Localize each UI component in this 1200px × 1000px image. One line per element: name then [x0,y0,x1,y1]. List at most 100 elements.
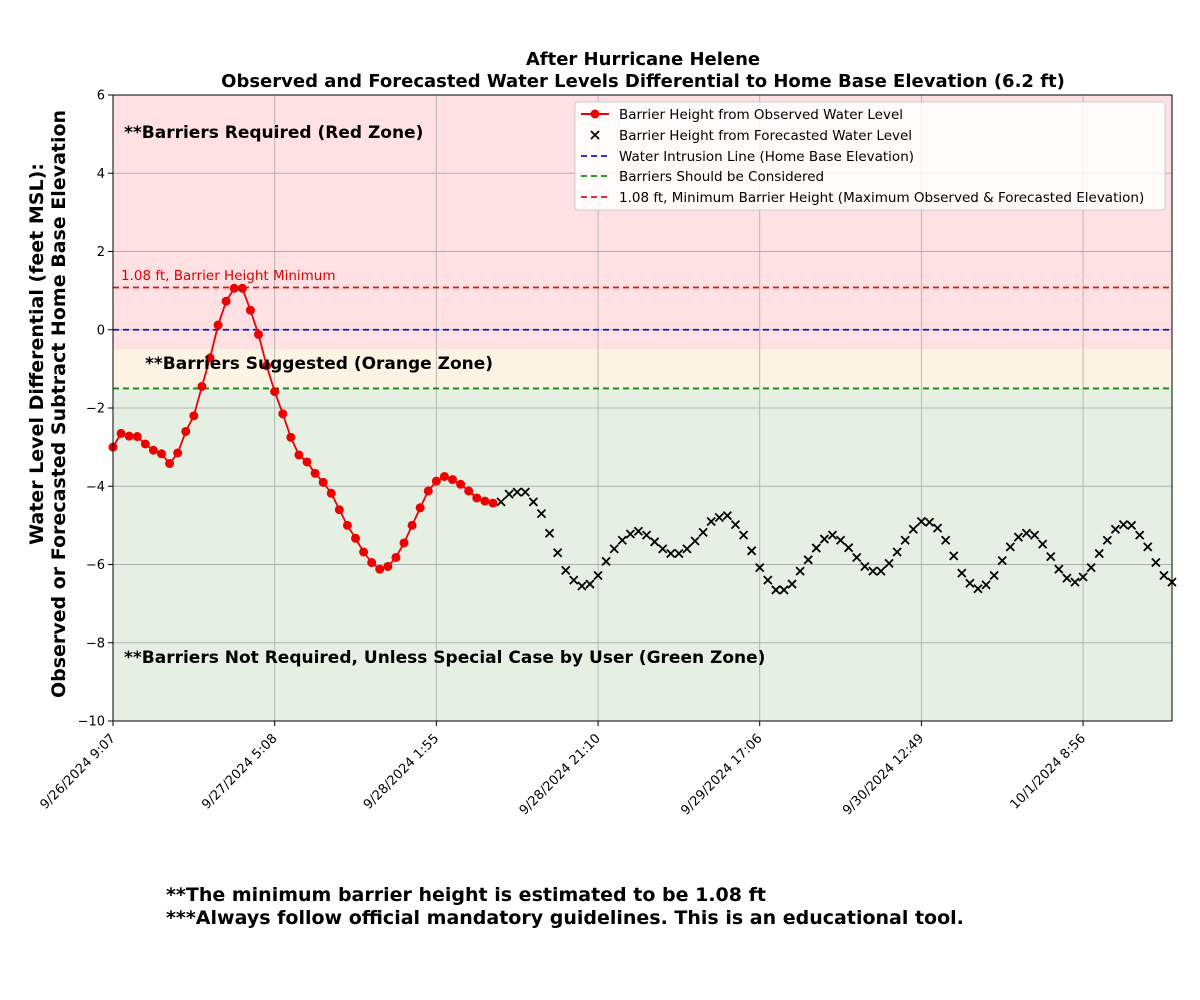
observed-point [342,520,352,530]
forecast-point [544,528,555,538]
observed-point [286,432,296,442]
y-axis-label-line2: Observed or Forecasted Subtract Home Bas… [48,110,70,698]
legend-observed-label: Barrier Height from Observed Water Level [619,107,903,123]
forecast-point [916,516,927,527]
observed-point [229,283,239,293]
forecast-point [1159,570,1169,581]
observed-point [318,477,328,487]
forecast-point [852,552,862,563]
x-tick-label: 9/28/2024 21:10 [517,731,604,818]
y-tick-label: −10 [78,715,105,730]
footnote-minimum-height: **The minimum barrier height is estimate… [166,884,766,906]
forecast-point [941,535,951,545]
forecast-point [504,489,514,499]
forecast-point [1135,530,1145,540]
legend-intrusion-label: Water Intrusion Line (Home Base Elevatio… [619,149,914,165]
forecast-point [1110,524,1121,534]
forecast-point [1094,548,1104,559]
y-tick-label: −8 [86,636,105,651]
observed-point [423,486,433,496]
forecast-point [577,581,587,591]
forecast-point [1062,573,1072,583]
forecast-point [1118,519,1129,530]
forecast-point [1126,520,1137,531]
observed-point [165,459,175,469]
observed-point [464,486,474,496]
forecast-point [876,566,886,576]
series-layer [108,283,1177,595]
x-tick-label: 9/27/2024 5:08 [199,731,280,812]
forecast-point [561,565,571,576]
forecast-point [496,497,506,507]
forecast-point [738,530,749,540]
forecast-point [819,534,830,544]
observed-point [254,329,264,339]
observed-point [221,296,231,306]
y-tick-label: −4 [86,480,105,495]
observed-point [173,448,183,458]
forecast-point [666,548,676,559]
red-zone-label: **Barriers Required (Red Zone) [124,123,423,143]
forecast-point [730,519,741,530]
forecast-point [674,548,684,559]
forecast-point [908,524,918,534]
observed-point [205,353,215,363]
observed-point [488,498,498,508]
forecast-point [682,544,692,554]
forecast-point [633,526,644,536]
forecast-point [625,529,636,539]
forecast-point [706,516,716,527]
observed-point [334,505,344,515]
green-zone-band [113,388,1172,721]
forecast-point [755,562,765,573]
footnote-disclaimer: ***Always follow official mandatory guid… [166,907,964,929]
y-tick-label: 6 [97,89,105,104]
forecast-point [884,558,894,568]
forecast-point [641,530,652,540]
observed-point [383,561,393,571]
legend-forecast-marker [590,130,600,140]
y-tick-label: 2 [97,245,105,260]
observed-point [237,283,247,293]
forecast-point [949,551,959,561]
x-tick-label: 9/28/2024 1:55 [361,731,442,812]
observed-point [270,387,280,397]
observed-point [148,445,158,455]
observed-point [326,488,336,498]
observed-point [181,426,191,436]
forecast-point [552,548,563,558]
orange-zone-label: **Barriers Suggested (Orange Zone) [145,354,493,374]
forecast-point [1038,539,1048,549]
observed-point [189,411,199,421]
forecast-point [520,487,530,497]
forecast-point [593,570,603,581]
observed-point [448,475,458,485]
forecast-point [1102,535,1112,545]
forecast-point [868,566,878,576]
chart-title: After Hurricane Helene [526,49,760,70]
x-tick-label: 10/1/2024 8:56 [1008,731,1089,812]
forecast-point [932,523,943,533]
forecast-point [860,561,870,572]
forecast-point [1143,542,1153,552]
observed-point [407,520,417,530]
forecast-point [900,535,910,545]
y-tick-label: 0 [97,323,105,338]
forecast-point [617,535,627,545]
observed-point [399,538,409,548]
legend-minimum-label: 1.08 ft, Minimum Barrier Height (Maximum… [619,190,1144,206]
forecast-point [585,579,595,589]
observed-point [294,450,304,460]
observed-point [197,381,207,391]
observed-point [132,432,142,442]
legend-forecast-label: Barrier Height from Forecasted Water Lev… [619,128,912,144]
forecast-point [1054,564,1064,574]
forecast-point [1005,542,1015,552]
forecast-point [924,517,935,527]
y-tick-label: 4 [97,167,105,182]
forecast-point [1046,552,1056,562]
forecast-point [957,568,967,578]
forecast-point [771,585,781,595]
forecast-point [1070,577,1080,587]
forecast-point [844,543,854,553]
